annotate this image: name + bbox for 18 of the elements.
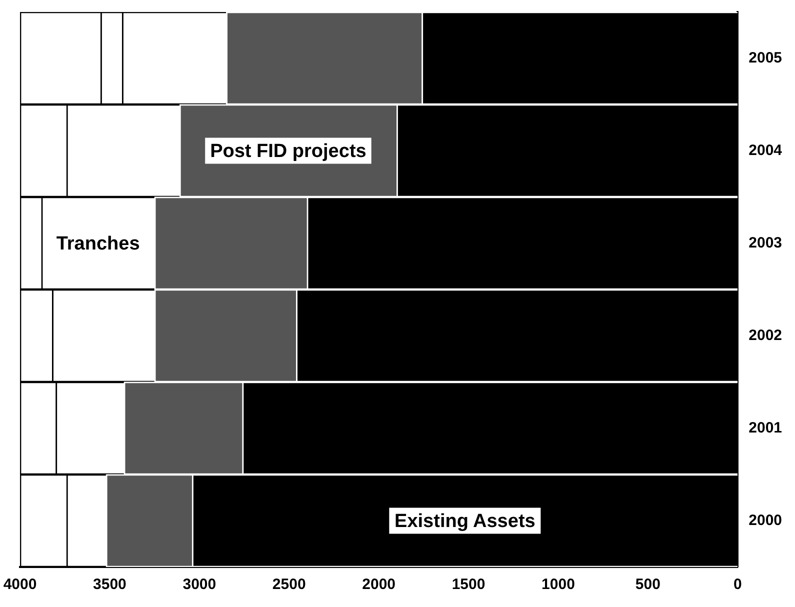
x-tick-label: 1500 (452, 576, 486, 594)
x-tick-label: 1000 (542, 576, 575, 594)
series-label: Tranches (56, 233, 140, 254)
y-tick-label: 2002 (748, 326, 782, 344)
x-tick-label: 2500 (272, 576, 306, 594)
y-tick-label: 2003 (748, 234, 782, 252)
x-tick-label: 3500 (93, 576, 126, 594)
x-tick-label: 3000 (182, 576, 216, 594)
x-tick-label: 500 (635, 576, 660, 594)
x-tick-label: 2000 (362, 576, 396, 594)
y-tick-label: 2001 (748, 419, 782, 436)
series-label: Existing Assets (394, 510, 536, 532)
y-tick-label: 2005 (748, 49, 782, 66)
y-tick-label: 2004 (748, 142, 783, 159)
y-tick-label: 2000 (748, 512, 782, 529)
x-tick-label: 0 (733, 576, 742, 594)
series-label: Post FID projects (210, 140, 366, 162)
x-tick-label: 4000 (3, 576, 37, 594)
